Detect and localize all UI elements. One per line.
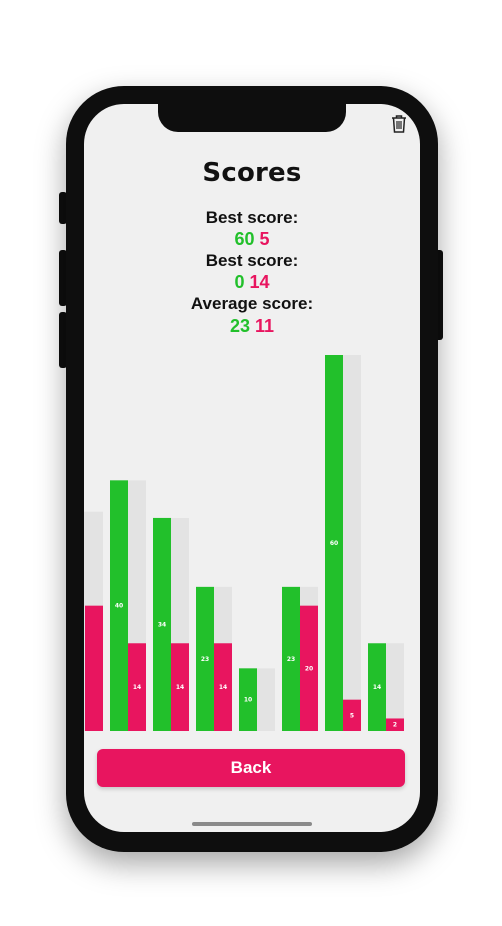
green-bar	[196, 586, 214, 731]
green-bar	[153, 517, 171, 731]
bar-track	[343, 355, 361, 731]
side-button-volume-up	[59, 250, 67, 306]
green-bar	[110, 480, 128, 731]
bar-track	[386, 643, 404, 731]
green-bar-value: 14	[373, 684, 381, 691]
red-bar-value: 14	[133, 684, 141, 691]
side-button-volume-down	[59, 312, 67, 368]
green-bar	[239, 668, 257, 731]
red-bar-value: 20	[305, 665, 313, 672]
red-bar-value: 14	[176, 684, 184, 691]
red-bar	[386, 718, 404, 731]
scores-bar-chart: 40 14 34 14 23 14 10 23 20 60 5 14 2	[84, 355, 404, 731]
green-bar-value: 23	[287, 656, 295, 663]
side-button-mute	[59, 192, 67, 224]
green-bar	[325, 355, 343, 731]
back-button[interactable]: Back	[97, 749, 405, 787]
green-bar	[282, 586, 300, 731]
red-bar-value: 14	[219, 684, 227, 691]
green-bar-value: 60	[330, 540, 338, 547]
red-bar-value: 5	[350, 712, 354, 719]
trash-icon[interactable]	[390, 114, 408, 134]
green-bar-value: 40	[115, 603, 123, 610]
average-score-label: Average score:	[190, 294, 314, 313]
red-bar	[85, 605, 103, 731]
red-bar	[128, 643, 146, 731]
green-bar-value: 23	[201, 656, 209, 663]
red-bar	[343, 699, 361, 731]
page-title: Scores	[202, 158, 302, 188]
best-score-label: Best score:	[205, 208, 299, 227]
home-indicator	[192, 822, 312, 826]
best-score-values-2: 0 14	[84, 272, 420, 293]
red-bar-value: 2	[393, 722, 397, 729]
best-score-2-red-value: 14	[249, 272, 270, 292]
notch	[158, 104, 346, 132]
red-bar	[171, 643, 189, 731]
green-bar	[368, 643, 386, 731]
green-bar-value: 34	[158, 621, 166, 628]
green-bar-value: 10	[244, 697, 252, 704]
bar-track	[257, 668, 275, 731]
average-score-red-value: 11	[255, 316, 275, 336]
red-bar	[300, 605, 318, 731]
side-button-power	[435, 250, 443, 340]
best-score-green-value: 60	[234, 229, 255, 249]
best-score-values: 60 5	[84, 229, 420, 250]
bar-track	[84, 511, 85, 731]
best-score-2-green-value: 0	[234, 272, 245, 292]
app-screen: Scores Best score: 60 5 Best score: 0 14…	[84, 104, 420, 832]
red-bar	[214, 643, 232, 731]
best-score-label-2: Best score:	[205, 251, 299, 270]
average-score-green-value: 23	[229, 316, 250, 336]
average-score-values: 23 11	[84, 316, 420, 337]
best-score-red-value: 5	[259, 229, 270, 249]
